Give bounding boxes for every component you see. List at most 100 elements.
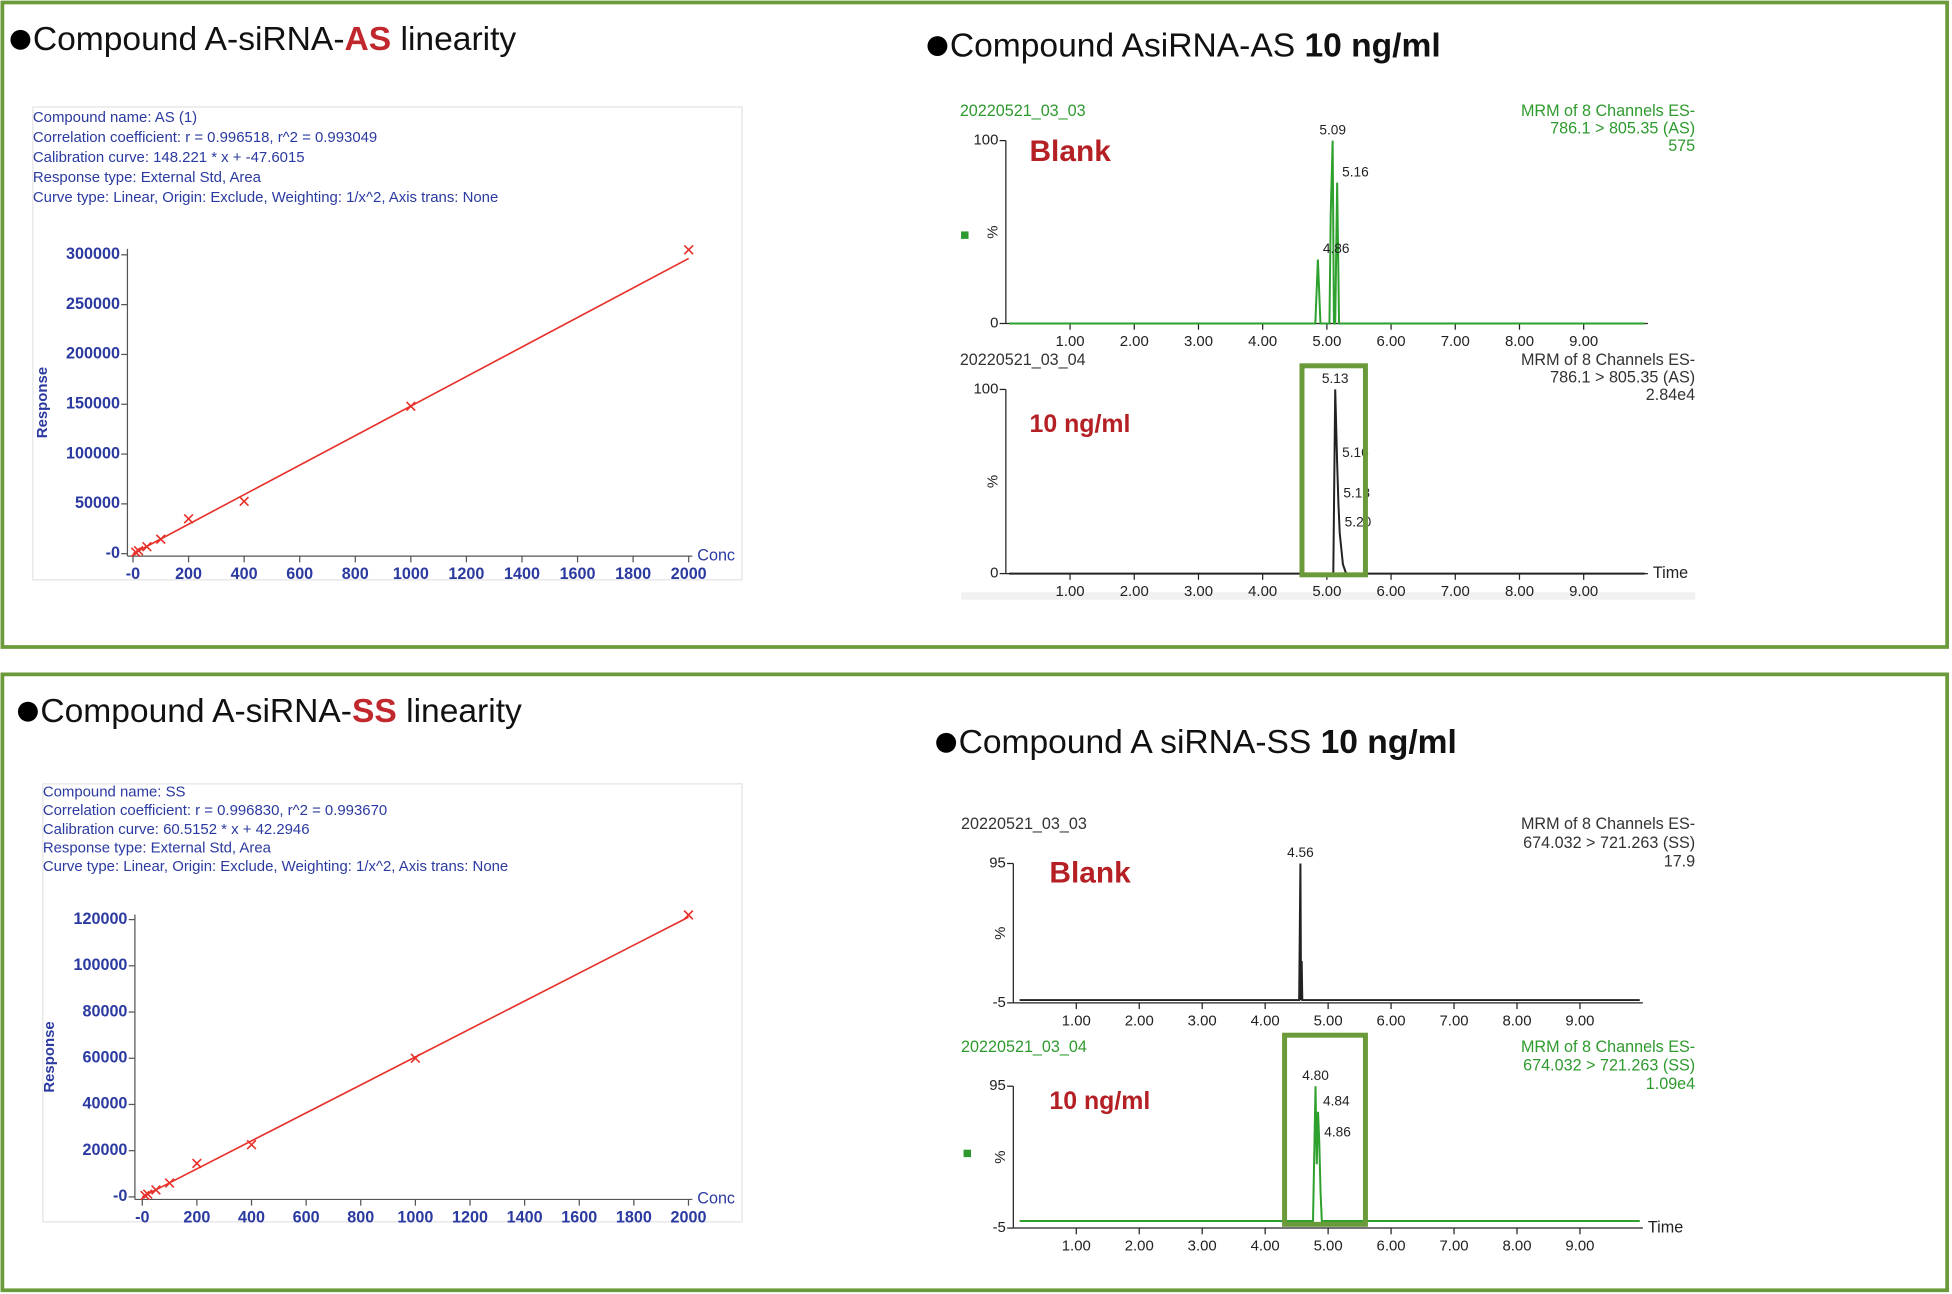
peak-label: 4.80: [1302, 1068, 1329, 1083]
bullet: [927, 36, 948, 56]
bullet: [10, 29, 31, 50]
info-line: Correlation coefficient: r = 0.996830, r…: [43, 802, 387, 819]
x-tick-label: 1800: [615, 565, 651, 583]
x-tick-label: 8.00: [1502, 1012, 1531, 1029]
title-part: Compound AsiRNA-AS: [950, 27, 1305, 64]
peak-label: 5.16: [1342, 445, 1369, 460]
trace: [1019, 863, 1640, 1002]
plot-frame: [42, 783, 743, 1223]
section-title: Compound A-siRNA-SS linearity: [40, 693, 522, 730]
x-tick-label: 800: [342, 565, 369, 583]
annotation: 10 ng/ml: [1049, 1087, 1150, 1115]
x-tick-label: 600: [293, 1208, 320, 1226]
x-tick-label: 3.00: [1184, 583, 1213, 600]
annotation: Blank: [1030, 135, 1112, 168]
x-tick-label: 5.00: [1314, 1012, 1343, 1029]
channel-line: 1.09e4: [1646, 1075, 1695, 1093]
y-tick-label: 200000: [66, 345, 120, 363]
section-title: Compound A-siRNA-AS linearity: [33, 21, 517, 58]
channel-line: MRM of 8 Channels ES-: [1521, 1038, 1695, 1056]
info-line: Response type: External Std, Area: [33, 169, 262, 186]
title-part: 10 ng/ml: [1304, 27, 1440, 64]
y-tick-label: -0: [106, 544, 120, 562]
info-line: Calibration curve: 60.5152 * x + 42.2946: [43, 821, 310, 838]
bullet: [936, 732, 957, 753]
x-axis-label: Time: [1648, 1218, 1683, 1236]
x-axis-label: Conc: [697, 1190, 735, 1208]
channel-line: 674.032 > 721.263 (SS): [1523, 834, 1695, 852]
y-tick-label: 0: [990, 565, 998, 582]
y-tick-label: 0: [990, 314, 998, 331]
title-part: Compound A-siRNA-: [40, 693, 352, 730]
sample-name: 20220521_03_04: [961, 1038, 1087, 1056]
x-tick-label: 6.00: [1377, 583, 1406, 600]
info-line: Curve type: Linear, Origin: Exclude, Wei…: [43, 858, 508, 875]
data-point: [183, 513, 194, 524]
y-axis-label: %: [992, 1150, 1009, 1163]
y-tick-label: 100: [973, 132, 998, 149]
y-tick-label: 60000: [82, 1049, 127, 1067]
x-tick-label: 400: [231, 565, 258, 583]
y-tick-label: 50000: [75, 494, 120, 512]
highlight-box: [1282, 1032, 1368, 1227]
x-tick-label: 1000: [397, 1208, 433, 1226]
panel-border: [0, 0, 1949, 649]
y-tick-label: 150000: [66, 395, 120, 413]
bullet: [17, 701, 38, 722]
sample-name: 20220521_03_03: [960, 102, 1086, 120]
x-tick-label: 8.00: [1505, 583, 1534, 600]
trace-marker: [963, 1149, 972, 1158]
x-tick-label: 4.00: [1251, 1238, 1280, 1255]
peak-label: 5.16: [1342, 164, 1369, 179]
y-tick-label: 20000: [82, 1141, 127, 1159]
x-tick-label: 1.00: [1062, 1012, 1091, 1029]
x-tick-label: 1400: [504, 565, 540, 583]
title-part: AS: [345, 21, 392, 58]
highlight-box: [1299, 363, 1368, 578]
channel-line: 786.1 > 805.35 (AS): [1550, 120, 1695, 138]
channel-line: 2.84e4: [1646, 386, 1695, 404]
x-tick-label: 1400: [507, 1208, 543, 1226]
y-tick-label: 40000: [82, 1095, 127, 1113]
plot-frame: [32, 106, 743, 581]
y-tick-label: 80000: [82, 1002, 127, 1020]
y-axis-label: %: [984, 225, 1001, 238]
x-tick-label: 4.00: [1248, 583, 1277, 600]
trace-marker: [961, 231, 969, 239]
x-tick-label: 800: [347, 1208, 374, 1226]
x-tick-label: 2.00: [1120, 583, 1149, 600]
x-axis-label: Conc: [697, 546, 735, 564]
x-tick-label: 1200: [448, 565, 484, 583]
x-tick-label: 2000: [671, 565, 707, 583]
x-tick-label: 2.00: [1125, 1012, 1154, 1029]
x-tick-label: 9.00: [1569, 333, 1598, 350]
peak-label: 4.86: [1323, 241, 1350, 256]
x-tick-label: 7.00: [1441, 583, 1470, 600]
x-tick-label: 3.00: [1188, 1012, 1217, 1029]
channel-line: MRM of 8 Channels ES-: [1521, 351, 1695, 369]
x-tick-label: 1200: [452, 1208, 488, 1226]
y-tick-label: 95: [989, 854, 1006, 871]
data-point: [191, 1158, 202, 1169]
trace: [1009, 140, 1645, 325]
peak-label: 4.86: [1324, 1125, 1351, 1140]
x-tick-label: 3.00: [1184, 333, 1213, 350]
x-tick-label: 2.00: [1120, 333, 1149, 350]
info-line: Curve type: Linear, Origin: Exclude, Wei…: [33, 189, 498, 206]
sample-name: 20220521_03_03: [961, 815, 1087, 833]
x-axis-label: Time: [1653, 564, 1688, 582]
x-tick-label: 1800: [616, 1208, 652, 1226]
x-tick-label: 1.00: [1056, 333, 1085, 350]
x-tick-label: 7.00: [1441, 333, 1470, 350]
y-tick-label: 120000: [74, 910, 128, 928]
x-tick-label: 5.00: [1314, 1238, 1343, 1255]
x-tick-label: 6.00: [1377, 1012, 1406, 1029]
x-tick-label: 400: [238, 1208, 265, 1226]
x-tick-label: 7.00: [1440, 1238, 1469, 1255]
x-tick-label: 6.00: [1377, 333, 1406, 350]
title-part: linearity: [391, 21, 516, 58]
channel-line: 17.9: [1664, 853, 1695, 871]
x-tick-label: 1600: [561, 1208, 597, 1226]
fit-line: [141, 916, 689, 1198]
